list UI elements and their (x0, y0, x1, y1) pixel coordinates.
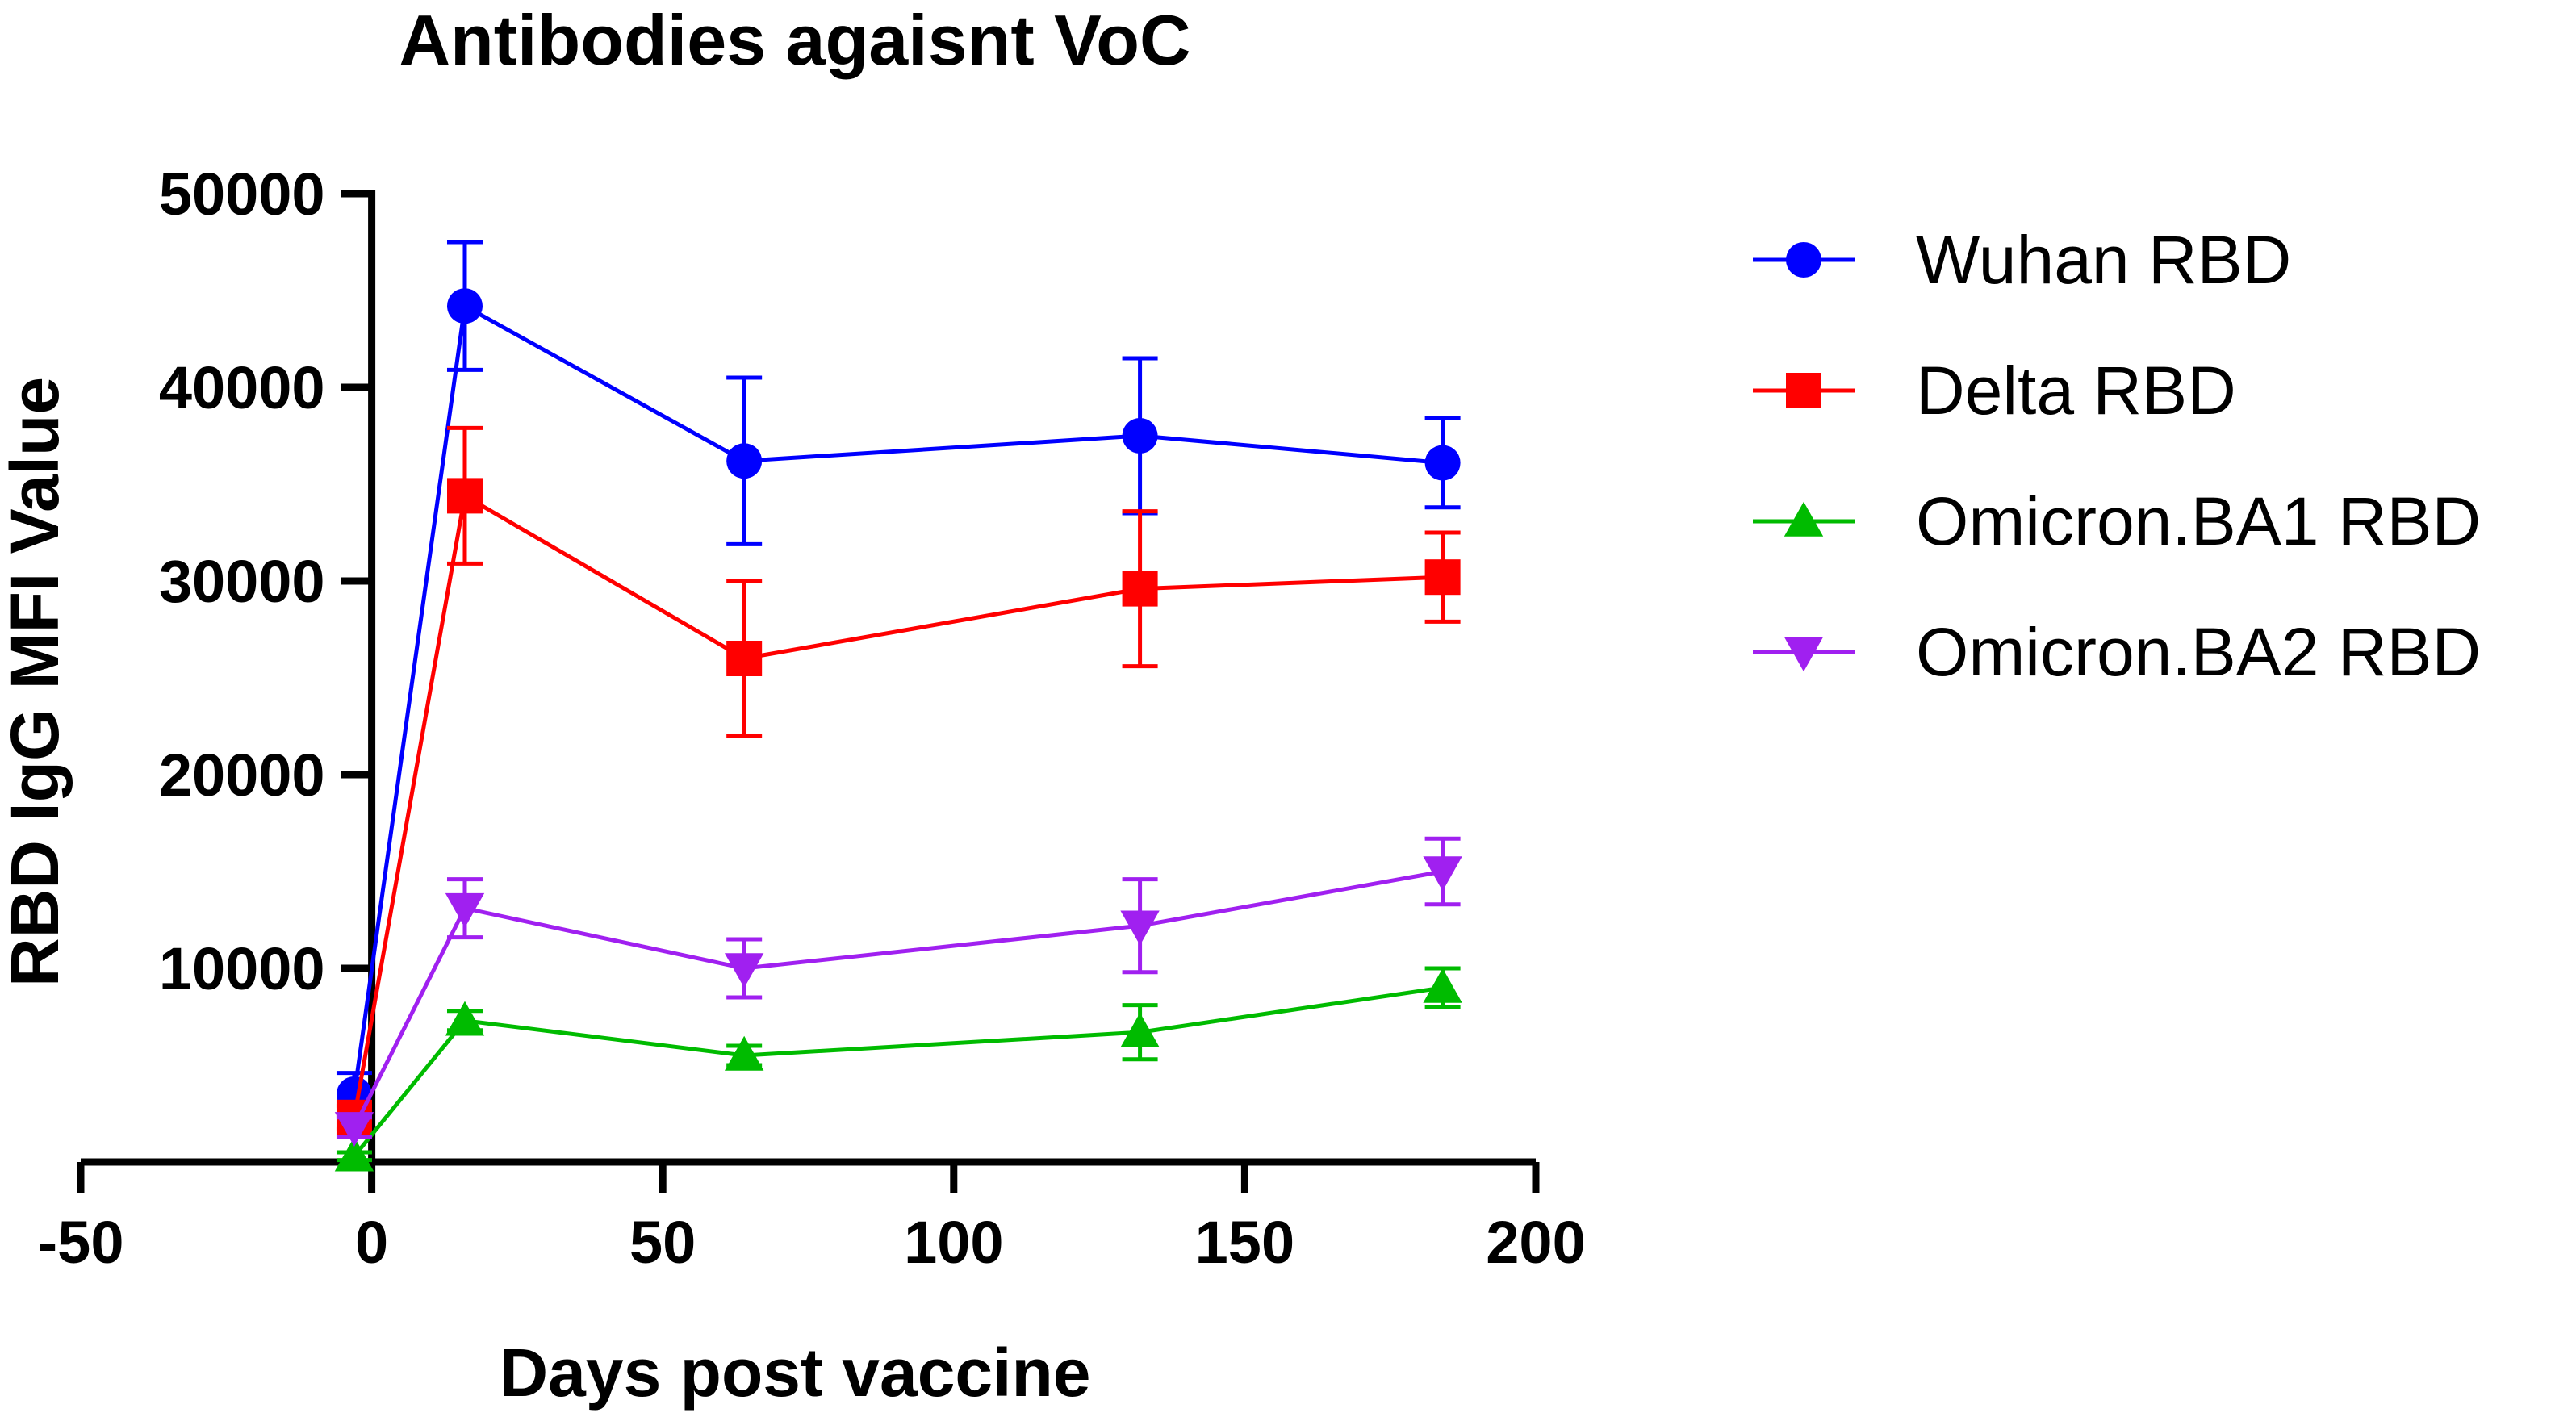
x-tick-label: 100 (904, 1209, 1003, 1276)
data-point (1122, 418, 1158, 454)
x-tick-label: 200 (1486, 1209, 1585, 1276)
legend-marker (1784, 637, 1824, 672)
y-tick-label: 50000 (159, 161, 325, 228)
y-tick-label: 30000 (159, 548, 325, 615)
data-point (445, 1001, 485, 1036)
x-axis-label: Days post vaccine (499, 1335, 1090, 1411)
series-wuhan-rbd (336, 240, 1461, 1118)
data-point (446, 478, 483, 514)
data-point (726, 641, 763, 676)
legend-marker (1786, 242, 1821, 278)
legend-entry: Delta RBD (1753, 353, 2236, 428)
axes: -50 0 50 100 150 200 10000 20000 30000 40000 50000 (38, 161, 1586, 1276)
data-point (1423, 968, 1462, 1003)
data-point (724, 1035, 764, 1071)
legend-label: Omicron.BA2 RBD (1916, 614, 2481, 690)
legend-entry: Omicron.BA2 RBD (1753, 614, 2481, 690)
y-tick-label: 20000 (159, 742, 325, 809)
series-line (352, 492, 1443, 1118)
series-line (352, 303, 1443, 1095)
data-point (1424, 559, 1461, 596)
data-point (1122, 571, 1158, 607)
legend-entry: Wuhan RBD (1753, 222, 2291, 298)
series-line (352, 869, 1444, 1128)
y-tick-label: 40000 (159, 354, 325, 421)
legend-label: Delta RBD (1916, 353, 2236, 428)
x-tick-label: -50 (38, 1209, 124, 1276)
plot-area (334, 240, 1462, 1172)
data-point (1424, 445, 1461, 481)
data-point (334, 1112, 374, 1147)
legend-marker (1786, 373, 1821, 408)
legend-label: Wuhan RBD (1916, 222, 2291, 298)
chart-title: Antibodies agaisnt VoC (399, 0, 1190, 80)
data-point (446, 288, 483, 324)
y-axis-label: RBD IgG MFI Value (0, 377, 73, 987)
data-point (445, 892, 485, 928)
data-point (1423, 856, 1462, 892)
legend-entry: Omicron.BA1 RBD (1753, 483, 2481, 559)
data-point (334, 1136, 374, 1172)
data-point (726, 443, 763, 479)
legend-label: Omicron.BA1 RBD (1916, 483, 2481, 559)
legend-marker (1784, 501, 1824, 537)
data-point (724, 953, 764, 989)
series-omicron-ba1-rbd (334, 966, 1462, 1172)
y-tick-label: 10000 (159, 935, 325, 1002)
series-line (353, 985, 1443, 1158)
x-tick-label: 150 (1195, 1209, 1294, 1276)
legend: Wuhan RBD Delta RBD Omicron.BA1 RBD Omicron… (1753, 222, 2481, 690)
series-omicron-ba2-rbd (334, 836, 1462, 1147)
data-point (1120, 910, 1160, 946)
data-point (1120, 1013, 1160, 1047)
series-delta-rbd (336, 425, 1461, 1135)
x-tick-label: 0 (355, 1209, 388, 1276)
x-tick-label: 50 (629, 1209, 696, 1276)
